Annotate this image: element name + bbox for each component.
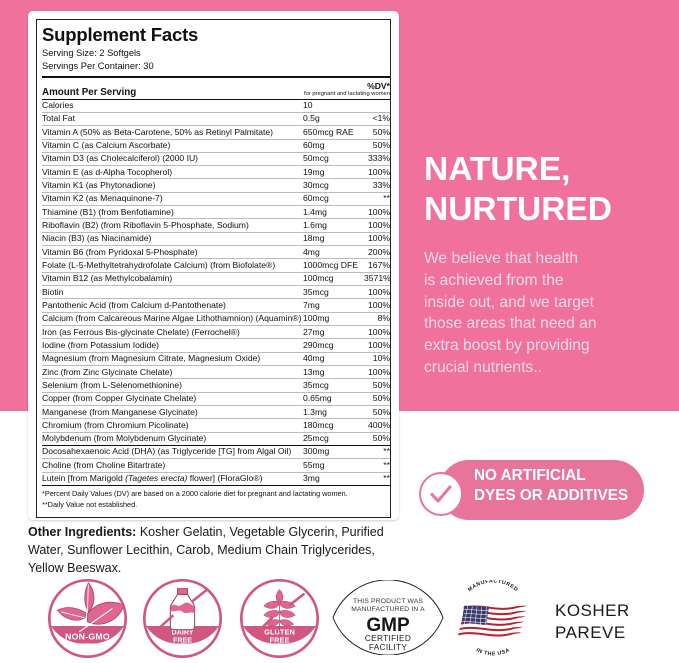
svg-text:FREE: FREE <box>173 637 192 645</box>
svg-text:FREE: FREE <box>270 636 290 645</box>
svg-text:IN THE USA: IN THE USA <box>475 647 511 657</box>
svg-text:NON-GMO: NON-GMO <box>65 631 110 641</box>
svg-text:MANUFACTURED IN A: MANUFACTURED IN A <box>351 606 425 613</box>
svg-text:MANUFACTURED: MANUFACTURED <box>467 580 519 593</box>
svg-text:THIS PRODUCT WAS: THIS PRODUCT WAS <box>353 598 423 605</box>
svg-text:FACILITY: FACILITY <box>369 642 408 652</box>
